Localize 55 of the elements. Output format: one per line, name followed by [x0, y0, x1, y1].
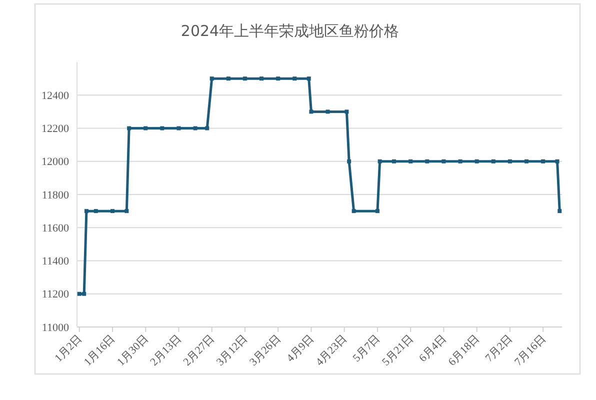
- chart-title: 2024年上半年荣成地区鱼粉价格: [180, 22, 400, 40]
- y-tick-label: 12400: [42, 90, 70, 102]
- point: [352, 209, 356, 214]
- point: [205, 126, 210, 130]
- point: [392, 159, 396, 164]
- y-tick-label: 12200: [42, 123, 70, 136]
- point: [524, 159, 529, 164]
- point: [276, 76, 280, 81]
- x-tick-label: 2月13日: [148, 332, 184, 368]
- y-tick-label: 11000: [42, 322, 70, 334]
- x-tick-label: 1月2日: [52, 332, 84, 364]
- point: [508, 159, 512, 164]
- x-tick-label: 6月18日: [446, 332, 482, 368]
- y-tick-label: 11800: [42, 189, 70, 202]
- x-tick-label: 1月16日: [82, 332, 118, 368]
- x-tick-label: 6月4日: [417, 332, 449, 364]
- point: [77, 292, 82, 296]
- point: [541, 159, 546, 164]
- y-tick-label: 11200: [42, 288, 70, 301]
- point: [124, 209, 129, 214]
- point: [442, 159, 446, 164]
- point: [94, 209, 98, 214]
- point: [458, 159, 462, 164]
- x-tick-label: 5月21日: [380, 332, 416, 368]
- point: [82, 292, 86, 296]
- point: [491, 159, 496, 164]
- y-tick-label: 11600: [42, 222, 70, 234]
- point: [558, 209, 562, 214]
- point: [555, 159, 560, 164]
- point: [226, 76, 230, 81]
- point: [110, 209, 114, 214]
- point: [347, 159, 352, 164]
- point: [210, 76, 214, 81]
- x-tick-label: 4月23日: [314, 332, 350, 368]
- point: [84, 209, 88, 214]
- point: [309, 110, 314, 114]
- point: [344, 110, 349, 114]
- y-tick-label: 11400: [42, 256, 70, 268]
- x-tick-label: 3月26日: [248, 332, 284, 368]
- y-tick-label: 12000: [42, 156, 70, 168]
- x-tick-label: 1月30日: [115, 332, 151, 368]
- point: [375, 209, 380, 214]
- x-tick-label: 3月12日: [214, 332, 250, 368]
- point: [408, 159, 413, 164]
- point: [474, 159, 479, 164]
- point: [127, 126, 132, 130]
- point: [378, 159, 382, 164]
- x-tick-label: 4月9日: [284, 332, 316, 364]
- point: [306, 76, 311, 81]
- x-tick-label: 5月7日: [350, 332, 383, 364]
- point: [242, 76, 247, 81]
- point: [292, 76, 297, 81]
- point: [260, 76, 264, 81]
- point: [425, 159, 430, 164]
- x-tick-label: 2月27日: [181, 332, 217, 368]
